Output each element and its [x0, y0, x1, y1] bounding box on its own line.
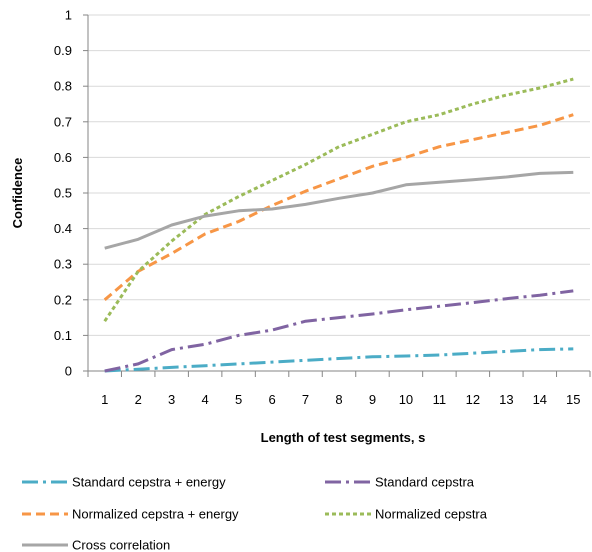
x-tick-label: 2 — [135, 392, 142, 407]
series-line — [104, 289, 574, 373]
y-tick-label: 0.4 — [54, 221, 72, 236]
y-tick-label: 0.9 — [54, 43, 72, 58]
legend-label: Normalized cepstra — [375, 507, 488, 522]
series-line — [104, 170, 574, 250]
y-tick-label: 0.5 — [54, 186, 72, 201]
legend-label: Cross correlation — [72, 538, 170, 552]
y-axis-title: Confidence — [10, 158, 25, 229]
x-tick-label: 6 — [268, 392, 275, 407]
y-tick-label: 0.1 — [54, 328, 72, 343]
x-tick-label: 12 — [466, 392, 480, 407]
x-tick-label: 4 — [202, 392, 209, 407]
y-tick-label: 0 — [65, 364, 72, 379]
x-tick-label: 15 — [566, 392, 580, 407]
y-tick-label: 1 — [65, 8, 72, 23]
legend-label: Standard cepstra + energy — [72, 475, 226, 490]
legend-label: Normalized cepstra + energy — [72, 507, 239, 522]
y-tick-label: 0.6 — [54, 150, 72, 165]
series-line — [104, 347, 574, 373]
y-tick-label: 0.2 — [54, 292, 72, 307]
x-tick-label: 8 — [335, 392, 342, 407]
x-tick-label: 13 — [499, 392, 513, 407]
x-tick-label: 7 — [302, 392, 309, 407]
x-tick-label: 10 — [399, 392, 413, 407]
y-tick-label: 0.3 — [54, 257, 72, 272]
series-line — [103, 77, 574, 323]
x-axis-title: Length of test segments, s — [261, 430, 426, 445]
y-tick-label: 0.8 — [54, 79, 72, 94]
series-line — [103, 113, 574, 301]
x-tick-label: 14 — [533, 392, 547, 407]
legend-label: Standard cepstra — [375, 475, 475, 490]
x-tick-label: 11 — [433, 392, 447, 407]
y-tick-label: 0.7 — [54, 114, 72, 129]
x-tick-label: 9 — [369, 392, 376, 407]
x-tick-label: 3 — [168, 392, 175, 407]
x-tick-label: 5 — [235, 392, 242, 407]
x-tick-label: 1 — [101, 392, 108, 407]
